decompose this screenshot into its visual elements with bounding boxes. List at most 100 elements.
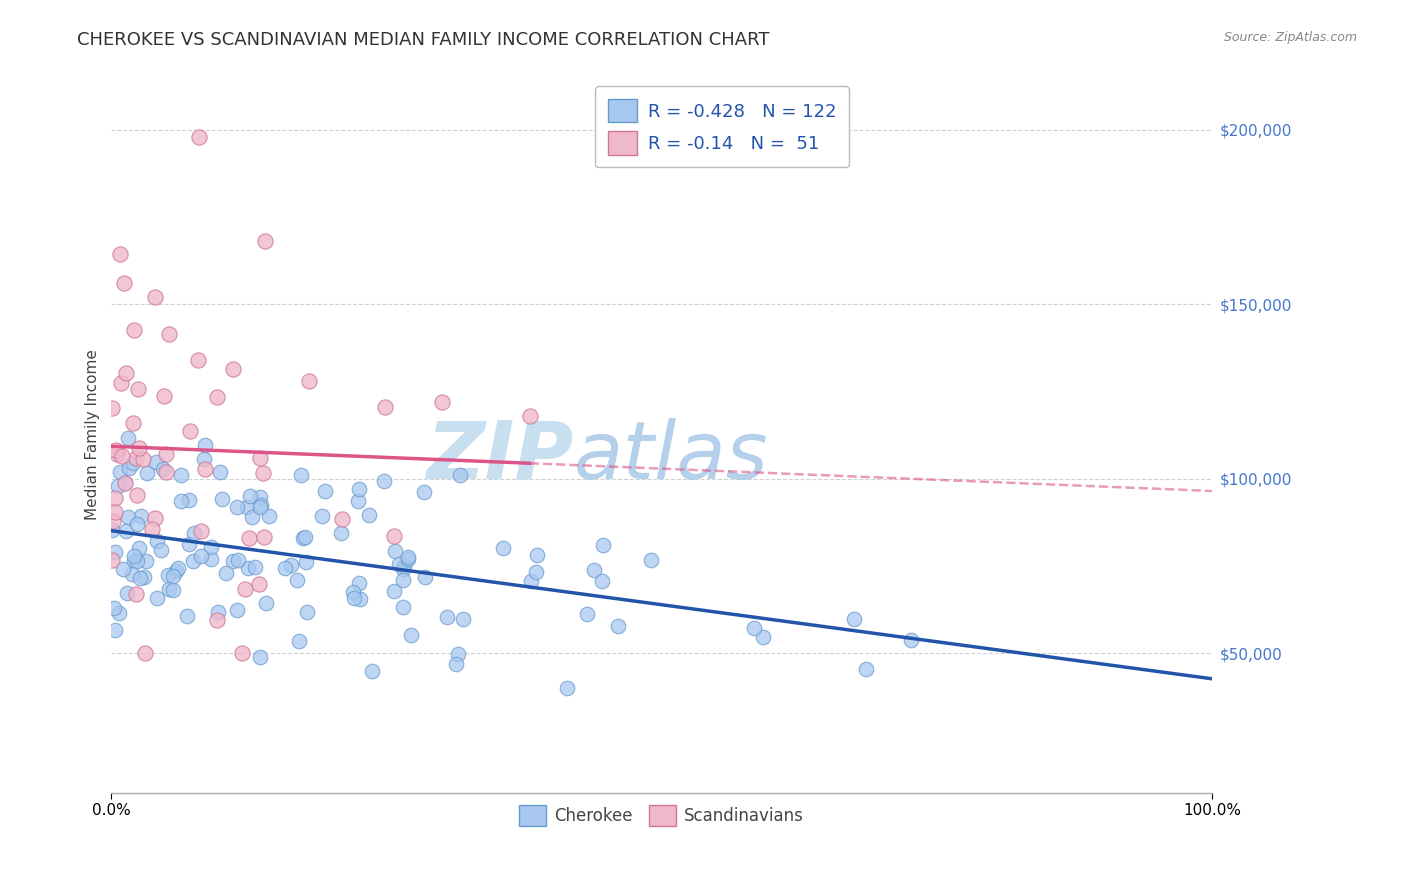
Point <box>108 465 131 479</box>
Point <box>104 624 127 638</box>
Point <box>396 552 419 566</box>
Point <box>115 586 138 600</box>
Point <box>280 558 302 572</box>
Point <box>194 462 217 476</box>
Point <box>104 506 127 520</box>
Point <box>101 553 124 567</box>
Point <box>855 662 877 676</box>
Point <box>194 438 217 452</box>
Point <box>447 647 470 661</box>
Point <box>166 564 188 578</box>
Point <box>200 551 222 566</box>
Point <box>399 627 422 641</box>
Point <box>430 395 453 409</box>
Point <box>170 494 193 508</box>
Point <box>243 559 266 574</box>
Point <box>449 468 471 483</box>
Point <box>250 498 273 512</box>
Text: atlas: atlas <box>574 417 768 495</box>
Point <box>311 508 333 523</box>
Point <box>177 537 200 551</box>
Point <box>179 424 201 438</box>
Point <box>361 664 384 678</box>
Point <box>125 587 148 601</box>
Point <box>107 478 129 492</box>
Point <box>114 476 136 491</box>
Point <box>121 566 143 581</box>
Point <box>170 467 193 482</box>
Point <box>285 574 308 588</box>
Point <box>127 382 149 396</box>
Point <box>373 474 395 488</box>
Point <box>226 553 249 567</box>
Point <box>155 447 177 461</box>
Point <box>226 500 249 514</box>
Point <box>110 449 132 463</box>
Point <box>187 352 209 367</box>
Point <box>524 565 547 579</box>
Point <box>342 591 364 606</box>
Point <box>103 515 125 529</box>
Point <box>222 554 245 568</box>
Point <box>384 543 406 558</box>
Point <box>744 620 766 634</box>
Point <box>183 525 205 540</box>
Point <box>273 561 295 575</box>
Point <box>107 447 129 461</box>
Point <box>122 554 145 568</box>
Text: Source: ZipAtlas.com: Source: ZipAtlas.com <box>1223 31 1357 45</box>
Point <box>104 545 127 559</box>
Point <box>117 431 139 445</box>
Point <box>134 646 156 660</box>
Point <box>190 524 212 539</box>
Point <box>249 500 271 514</box>
Point <box>253 530 276 544</box>
Point <box>129 508 152 523</box>
Point <box>240 510 263 524</box>
Point <box>342 585 364 599</box>
Text: CHEROKEE VS SCANDINAVIAN MEDIAN FAMILY INCOME CORRELATION CHART: CHEROKEE VS SCANDINAVIAN MEDIAN FAMILY I… <box>77 31 770 49</box>
Point <box>146 591 169 605</box>
Point <box>436 610 458 624</box>
Point <box>143 510 166 524</box>
Point <box>900 632 922 647</box>
Point <box>290 467 312 482</box>
Point <box>249 650 271 665</box>
Point <box>181 554 204 568</box>
Point <box>330 526 353 541</box>
Point <box>249 451 271 466</box>
Point <box>207 391 229 405</box>
Point <box>152 389 174 403</box>
Point <box>520 574 543 588</box>
Point <box>129 571 152 585</box>
Point <box>193 451 215 466</box>
Point <box>330 512 353 526</box>
Point <box>231 646 253 660</box>
Point <box>412 484 434 499</box>
Point <box>592 538 614 552</box>
Point <box>844 612 866 626</box>
Point <box>233 582 256 596</box>
Point <box>287 634 309 648</box>
Point <box>104 443 127 458</box>
Point <box>347 494 370 508</box>
Point <box>152 461 174 475</box>
Point <box>108 247 131 261</box>
Point <box>247 577 270 591</box>
Point <box>349 591 371 606</box>
Point <box>238 531 260 545</box>
Point <box>239 489 262 503</box>
Point <box>122 323 145 337</box>
Point <box>225 603 247 617</box>
Point <box>179 493 201 508</box>
Point <box>157 567 180 582</box>
Point <box>110 376 132 391</box>
Point <box>606 619 628 633</box>
Point <box>100 401 122 416</box>
Point <box>392 573 415 587</box>
Point <box>254 235 277 249</box>
Point <box>640 553 662 567</box>
Point <box>388 557 411 571</box>
Point <box>392 558 415 573</box>
Point <box>222 361 245 376</box>
